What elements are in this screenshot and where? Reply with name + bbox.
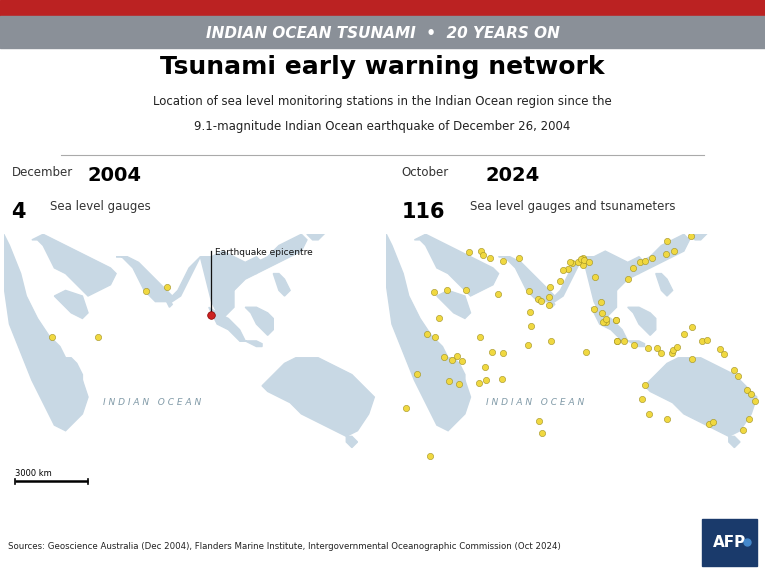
Polygon shape	[239, 341, 262, 347]
Polygon shape	[4, 234, 88, 431]
Polygon shape	[622, 341, 645, 347]
Text: 3000 km: 3000 km	[15, 469, 52, 478]
Polygon shape	[246, 307, 273, 335]
Polygon shape	[499, 256, 583, 302]
Text: 9.1-magnitude Indian Ocean earthquake of December 26, 2004: 9.1-magnitude Indian Ocean earthquake of…	[194, 120, 571, 133]
Text: AFP: AFP	[713, 535, 747, 549]
Text: October: October	[402, 166, 449, 179]
Polygon shape	[200, 256, 234, 319]
Polygon shape	[591, 307, 628, 341]
Text: Tsunami early warning network: Tsunami early warning network	[160, 55, 605, 79]
Polygon shape	[448, 358, 465, 397]
Polygon shape	[66, 358, 83, 397]
Text: 2024: 2024	[486, 166, 540, 185]
Bar	[702, 519, 757, 565]
Polygon shape	[437, 290, 470, 319]
Text: Earthquake epicentre: Earthquake epicentre	[216, 248, 313, 256]
Polygon shape	[209, 307, 246, 341]
Text: Sea level gauges and tsunameters: Sea level gauges and tsunameters	[470, 200, 676, 213]
Bar	[0, 0, 765, 15]
Text: 2004: 2004	[88, 166, 142, 185]
Polygon shape	[386, 234, 470, 431]
Polygon shape	[656, 274, 672, 296]
Polygon shape	[116, 256, 200, 302]
Polygon shape	[347, 437, 357, 447]
Polygon shape	[246, 234, 307, 274]
Text: 116: 116	[402, 202, 445, 222]
Polygon shape	[628, 234, 689, 274]
Polygon shape	[273, 274, 290, 296]
Polygon shape	[32, 234, 116, 296]
Polygon shape	[689, 201, 734, 240]
Text: Sources: Geoscience Australia (Dec 2004), Flanders Marine Institute, Intergovern: Sources: Geoscience Australia (Dec 2004)…	[8, 542, 561, 551]
Polygon shape	[729, 437, 740, 447]
Bar	[0, 15, 765, 48]
Polygon shape	[583, 256, 617, 319]
Text: December: December	[11, 166, 73, 179]
Polygon shape	[307, 201, 352, 240]
Polygon shape	[54, 290, 88, 319]
Text: 4: 4	[11, 202, 26, 222]
Polygon shape	[645, 358, 757, 437]
Polygon shape	[594, 251, 645, 290]
Polygon shape	[628, 307, 656, 335]
Polygon shape	[212, 251, 262, 290]
Text: Location of sea level monitoring stations in the Indian Ocean region since the: Location of sea level monitoring station…	[153, 95, 612, 108]
Text: I N D I A N   O C E A N: I N D I A N O C E A N	[103, 398, 202, 407]
Polygon shape	[415, 234, 499, 296]
Text: I N D I A N   O C E A N: I N D I A N O C E A N	[486, 398, 584, 407]
Text: Sea level gauges: Sea level gauges	[50, 200, 151, 213]
Polygon shape	[262, 358, 374, 437]
Text: INDIAN OCEAN TSUNAMI  •  20 YEARS ON: INDIAN OCEAN TSUNAMI • 20 YEARS ON	[206, 26, 559, 42]
Polygon shape	[549, 299, 555, 307]
Polygon shape	[167, 299, 172, 307]
